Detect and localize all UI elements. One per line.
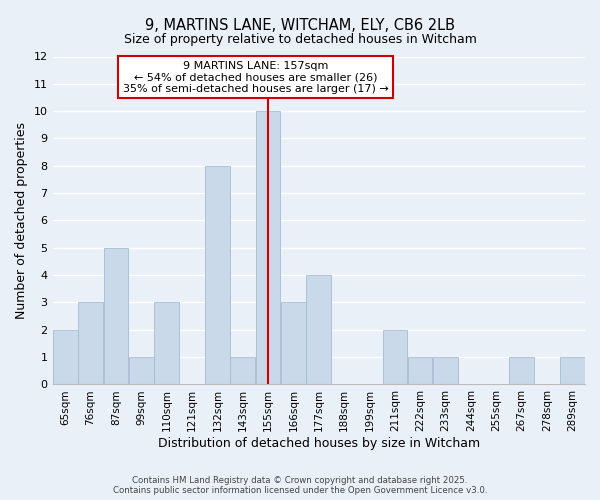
Bar [307,275,331,384]
Bar [509,357,534,384]
Text: 9, MARTINS LANE, WITCHAM, ELY, CB6 2LB: 9, MARTINS LANE, WITCHAM, ELY, CB6 2LB [145,18,455,32]
Bar [53,330,77,384]
Text: Size of property relative to detached houses in Witcham: Size of property relative to detached ho… [124,32,476,46]
Bar [205,166,230,384]
Bar [281,302,306,384]
Text: 9 MARTINS LANE: 157sqm
← 54% of detached houses are smaller (26)
35% of semi-det: 9 MARTINS LANE: 157sqm ← 54% of detached… [122,60,388,94]
Bar [408,357,433,384]
Y-axis label: Number of detached properties: Number of detached properties [15,122,28,319]
Bar [154,302,179,384]
Bar [104,248,128,384]
Bar [560,357,584,384]
Bar [129,357,154,384]
Bar [78,302,103,384]
Bar [230,357,255,384]
Text: Contains HM Land Registry data © Crown copyright and database right 2025.
Contai: Contains HM Land Registry data © Crown c… [113,476,487,495]
Bar [383,330,407,384]
Bar [433,357,458,384]
Bar [256,111,280,384]
X-axis label: Distribution of detached houses by size in Witcham: Distribution of detached houses by size … [158,437,480,450]
